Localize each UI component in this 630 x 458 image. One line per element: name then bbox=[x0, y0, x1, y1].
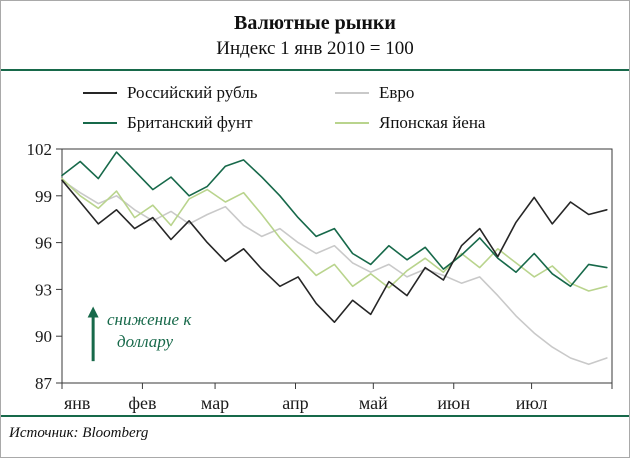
y-tick-label: 99 bbox=[35, 187, 52, 206]
legend-label: Российский рубль bbox=[127, 83, 258, 102]
series-line-1 bbox=[61, 177, 608, 292]
x-tick-label: фев bbox=[128, 393, 156, 413]
legend-label: Евро bbox=[379, 83, 415, 102]
annotation-line-1: снижение к bbox=[107, 310, 192, 329]
y-tick-label: 87 bbox=[35, 374, 53, 393]
y-tick-label: 90 bbox=[35, 327, 52, 346]
legend: Российский рубль Евро Британский фунт Японс… bbox=[1, 80, 629, 135]
legend-item: Российский рубль bbox=[83, 80, 335, 105]
legend-item: Британский фунт bbox=[83, 110, 335, 135]
x-tick-label: апр bbox=[282, 393, 308, 413]
series-line-3 bbox=[61, 179, 608, 323]
annotation-line-2: доллару bbox=[117, 332, 174, 351]
source-credit: Источник: Bloomberg bbox=[9, 425, 149, 441]
legend-line-swatch bbox=[335, 91, 369, 94]
legend-item: Евро bbox=[335, 80, 547, 105]
legend-item: Японская йена bbox=[335, 110, 547, 135]
x-tick-label: июн bbox=[437, 393, 470, 413]
top-divider bbox=[1, 69, 629, 71]
legend-label: Британский фунт bbox=[127, 113, 253, 132]
legend-line-swatch bbox=[83, 121, 117, 124]
y-tick-label: 102 bbox=[27, 140, 53, 159]
plot-border bbox=[61, 148, 613, 384]
bottom-divider bbox=[1, 415, 629, 417]
series-line-0 bbox=[61, 179, 608, 366]
x-tick-label: янв bbox=[64, 393, 90, 413]
up-arrow-head-icon bbox=[87, 306, 99, 318]
chart-area: 87 90 93 96 99 102 янв фев мар апр май июн июл сниже… bbox=[7, 140, 623, 413]
y-tick-label: 96 bbox=[35, 234, 52, 253]
y-tick-label: 93 bbox=[35, 280, 52, 299]
legend-line-swatch bbox=[83, 91, 117, 94]
legend-label: Японская йена bbox=[379, 113, 486, 132]
legend-line-swatch bbox=[335, 121, 369, 124]
currency-index-chart: 87 90 93 96 99 102 янв фев мар апр май июн июл bbox=[27, 140, 613, 413]
x-tick-label: июл bbox=[516, 393, 548, 413]
x-tick-label: май bbox=[359, 393, 388, 413]
page-title: Валютные рынки bbox=[234, 12, 396, 34]
series-line-2 bbox=[61, 151, 608, 288]
annotation-text: снижение к доллару bbox=[107, 309, 191, 353]
chart-subtitle: Индекс 1 янв 2010 = 100 bbox=[216, 38, 414, 59]
x-tick-label: мар bbox=[201, 393, 229, 413]
